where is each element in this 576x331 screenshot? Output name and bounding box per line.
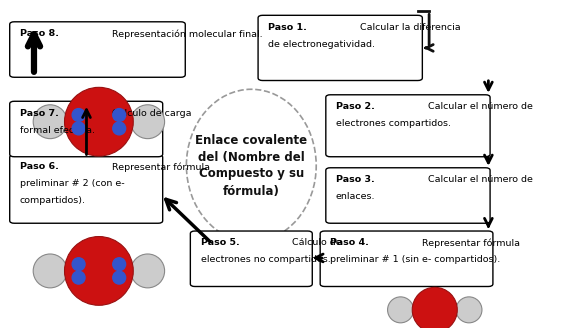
FancyBboxPatch shape: [326, 95, 490, 157]
FancyBboxPatch shape: [190, 231, 312, 287]
Ellipse shape: [72, 271, 85, 284]
Text: Representar fórmula: Representar fórmula: [108, 162, 210, 172]
Text: Calcular el número de: Calcular el número de: [425, 175, 533, 184]
Text: Representar fórmula: Representar fórmula: [419, 238, 520, 248]
Text: electrones compartidos.: electrones compartidos.: [336, 119, 451, 128]
Ellipse shape: [72, 109, 85, 121]
Text: de electronegatividad.: de electronegatividad.: [268, 40, 375, 49]
Text: electrones no compartidos.: electrones no compartidos.: [200, 255, 330, 264]
Ellipse shape: [412, 287, 457, 331]
Ellipse shape: [187, 89, 316, 242]
FancyBboxPatch shape: [10, 22, 185, 77]
FancyBboxPatch shape: [258, 15, 422, 80]
Text: Paso 1.: Paso 1.: [268, 23, 307, 32]
Text: preliminar # 1 (sin e- compartidos).: preliminar # 1 (sin e- compartidos).: [330, 255, 501, 264]
Ellipse shape: [456, 297, 482, 323]
Ellipse shape: [131, 105, 165, 139]
Text: formal efectiva.: formal efectiva.: [20, 125, 95, 135]
Text: Paso 8.: Paso 8.: [20, 29, 59, 38]
FancyBboxPatch shape: [10, 101, 162, 157]
Ellipse shape: [113, 258, 126, 271]
Text: Calcular la diferencia: Calcular la diferencia: [357, 23, 461, 32]
FancyBboxPatch shape: [10, 155, 162, 223]
Text: Paso 3.: Paso 3.: [336, 175, 375, 184]
Ellipse shape: [33, 105, 67, 139]
Ellipse shape: [113, 109, 126, 121]
Text: Paso 2.: Paso 2.: [336, 102, 375, 111]
Ellipse shape: [33, 254, 67, 288]
Text: Paso 5.: Paso 5.: [200, 238, 239, 248]
Ellipse shape: [388, 297, 414, 323]
Text: Paso 4.: Paso 4.: [330, 238, 369, 248]
Ellipse shape: [72, 122, 85, 135]
Text: Enlace covalente
del (Nombre del
Compuesto y su
fórmula): Enlace covalente del (Nombre del Compues…: [195, 133, 308, 198]
FancyBboxPatch shape: [326, 168, 490, 223]
Text: Representación molecular final.: Representación molecular final.: [108, 29, 262, 39]
FancyBboxPatch shape: [320, 231, 493, 287]
Text: Cálculo de carga: Cálculo de carga: [108, 109, 191, 118]
Text: enlaces.: enlaces.: [336, 192, 376, 201]
Ellipse shape: [131, 254, 165, 288]
Text: Paso 7.: Paso 7.: [20, 109, 59, 118]
Ellipse shape: [113, 271, 126, 284]
Text: Paso 6.: Paso 6.: [20, 162, 59, 171]
Ellipse shape: [72, 258, 85, 271]
Text: Cálculo de: Cálculo de: [289, 238, 342, 248]
Text: compartidos).: compartidos).: [20, 196, 86, 205]
Text: preliminar # 2 (con e-: preliminar # 2 (con e-: [20, 179, 124, 188]
Ellipse shape: [65, 87, 133, 156]
Ellipse shape: [65, 237, 133, 305]
Text: Calcular el número de: Calcular el número de: [425, 102, 533, 111]
Ellipse shape: [113, 122, 126, 135]
